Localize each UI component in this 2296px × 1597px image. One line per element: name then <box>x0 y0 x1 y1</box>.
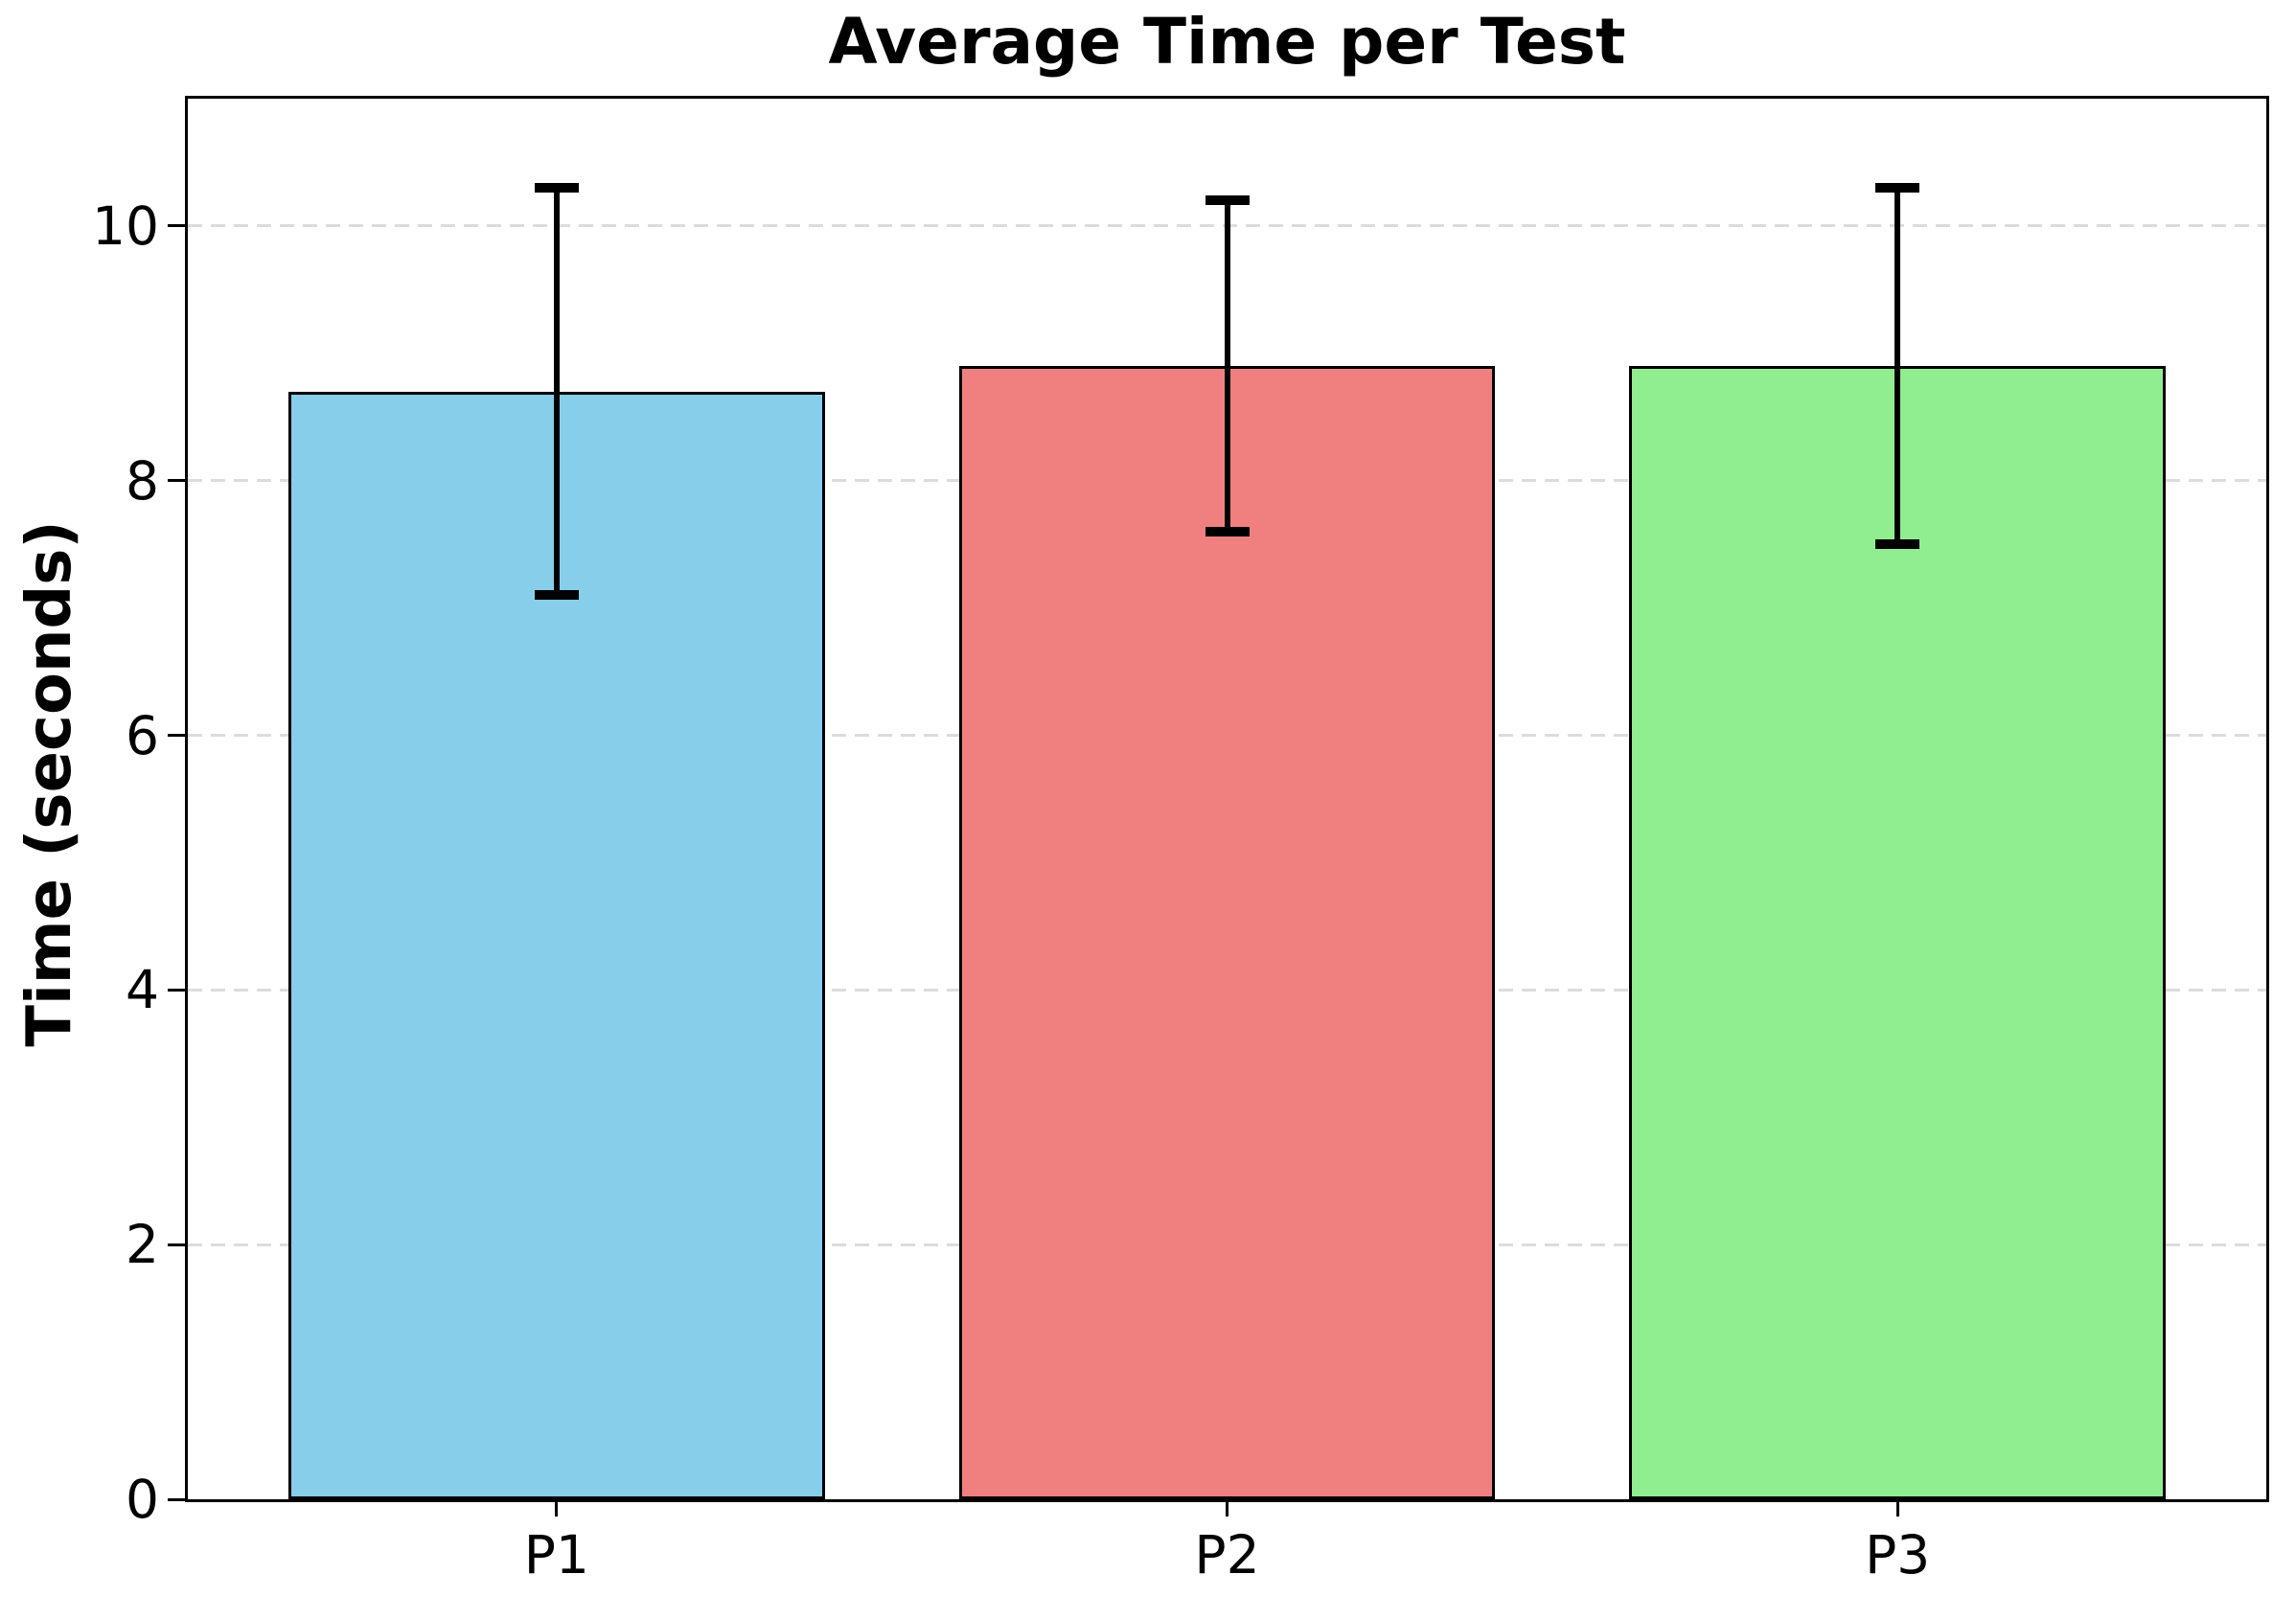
y-tick-label-2: 2 <box>126 1214 159 1276</box>
x-tick-label-p1: P1 <box>523 1524 589 1586</box>
x-tick-label-p2: P2 <box>1194 1524 1260 1586</box>
x-tick-p3 <box>1895 1502 1899 1517</box>
error-bar-cap-upper-p2 <box>1205 195 1250 206</box>
chart-title: Average Time per Test <box>828 5 1626 79</box>
error-bar-cap-upper-p3 <box>1875 183 1920 194</box>
error-bar-cap-lower-p1 <box>534 590 579 601</box>
error-bar-p2 <box>1224 200 1230 532</box>
bar-p1 <box>287 391 825 1499</box>
error-bar-p1 <box>553 188 560 596</box>
error-bar-cap-lower-p3 <box>1875 539 1920 550</box>
y-tick-4 <box>168 988 185 992</box>
y-tick-2 <box>168 1243 185 1246</box>
y-tick-label-10: 10 <box>92 194 159 257</box>
plot-area <box>185 96 2269 1502</box>
y-tick-label-6: 6 <box>126 704 159 766</box>
x-tick-p1 <box>555 1502 559 1517</box>
bar-p2 <box>958 366 1496 1499</box>
error-bar-p3 <box>1894 188 1901 545</box>
y-tick-6 <box>168 734 185 738</box>
y-tick-8 <box>168 479 185 483</box>
bar-p3 <box>1629 366 2167 1499</box>
y-tick-label-4: 4 <box>126 959 159 1021</box>
y-tick-0 <box>168 1497 185 1501</box>
y-tick-label-8: 8 <box>126 449 159 512</box>
y-tick-10 <box>168 224 185 228</box>
x-tick-p2 <box>1226 1502 1228 1517</box>
error-bar-cap-upper-p1 <box>534 183 579 194</box>
y-tick-label-0: 0 <box>126 1469 159 1530</box>
error-bar-cap-lower-p2 <box>1205 526 1250 536</box>
x-tick-label-p3: P3 <box>1865 1524 1931 1586</box>
